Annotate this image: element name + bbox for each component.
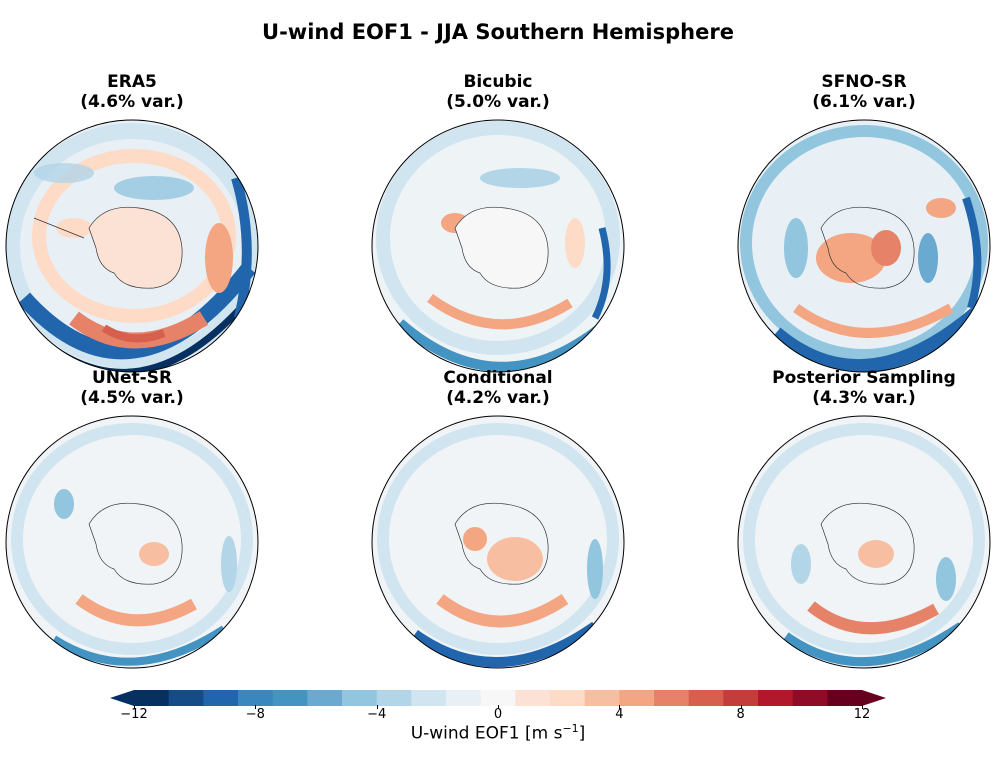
- colorbar-segment: [688, 690, 724, 706]
- panel-model-name: SFNO-SR: [821, 72, 907, 92]
- colorbar-segment: [307, 690, 343, 706]
- colorbar-tick-label: −8: [245, 707, 265, 722]
- colorbar-tick-mark: [255, 705, 257, 709]
- figure-title: U-wind EOF1 - JJA Southern Hemisphere: [262, 20, 734, 44]
- colorbar: [110, 690, 886, 706]
- panel-title: Bicubic (5.0% var.): [368, 72, 628, 112]
- colorbar-extend-max: [862, 690, 886, 706]
- polar-map-conditional: [371, 415, 625, 669]
- colorbar-label-exponent: −1: [562, 722, 579, 735]
- colorbar-segment: [342, 690, 378, 706]
- colorbar-segment: [723, 690, 759, 706]
- panel-model-name: UNet-SR: [91, 368, 173, 388]
- colorbar-label-suffix: ]: [578, 723, 586, 744]
- colorbar-tick-label: 12: [853, 707, 871, 722]
- colorbar-segment: [203, 690, 239, 706]
- panel-model-name: Posterior Sampling: [772, 368, 956, 388]
- colorbar-label-prefix: U-wind EOF1 [m s: [410, 723, 563, 744]
- colorbar-tick-mark: [740, 705, 742, 709]
- colorbar-segment: [792, 690, 828, 706]
- polar-map-bicubic: [371, 119, 625, 373]
- colorbar-tick-label: −12: [120, 707, 148, 722]
- colorbar-tick-mark: [498, 705, 499, 709]
- panel-bicubic: Bicubic (5.0% var.): [368, 72, 628, 373]
- panel-variance: (5.0% var.): [446, 92, 550, 112]
- colorbar-segment: [272, 690, 308, 706]
- colorbar-segment: [446, 690, 482, 706]
- colorbar-segment: [376, 690, 412, 706]
- colorbar-segment: [758, 690, 794, 706]
- colorbar-tick-label: −4: [367, 707, 387, 722]
- panel-unet-sr: UNet-SR (4.5% var.): [2, 368, 262, 669]
- colorbar-tick-label: 4: [615, 707, 624, 722]
- colorbar-segment: [619, 690, 655, 706]
- colorbar-tick-mark: [376, 705, 378, 709]
- colorbar-segment: [827, 690, 863, 706]
- polar-map-posterior-sampling: [737, 415, 991, 669]
- panel-title: Conditional (4.2% var.): [368, 368, 628, 408]
- panel-variance: (4.2% var.): [446, 388, 550, 408]
- panel-title: SFNO-SR (6.1% var.): [734, 72, 994, 112]
- panel-title: UNet-SR (4.5% var.): [2, 368, 262, 408]
- colorbar-segment: [550, 690, 586, 706]
- polar-map-era5: [5, 119, 259, 373]
- colorbar-extend-min: [110, 690, 134, 706]
- colorbar-label: U-wind EOF1 [m s−1]: [0, 722, 996, 744]
- panel-model-name: ERA5: [107, 72, 157, 92]
- panel-model-name: Bicubic: [463, 72, 533, 92]
- panel-variance: (6.1% var.): [812, 92, 916, 112]
- colorbar-tick-mark: [862, 705, 863, 709]
- panel-variance: (4.5% var.): [80, 388, 184, 408]
- panel-title: ERA5 (4.6% var.): [2, 72, 262, 112]
- panel-model-name: Conditional: [443, 368, 553, 388]
- polar-map-sfno-sr: [737, 119, 991, 373]
- panel-conditional: Conditional (4.2% var.): [368, 368, 628, 669]
- colorbar-segment: [515, 690, 551, 706]
- colorbar-ticks: −12 −8 −4 0 4 8 12: [0, 705, 996, 725]
- colorbar-tick-label: 8: [736, 707, 745, 722]
- colorbar-segment: [480, 690, 516, 706]
- panel-posterior-sampling: Posterior Sampling (4.3% var.): [734, 368, 994, 669]
- panel-variance: (4.3% var.): [812, 388, 916, 408]
- panel-era5: ERA5 (4.6% var.): [2, 72, 262, 373]
- colorbar-segment: [584, 690, 620, 706]
- colorbar-tick-label: 0: [493, 707, 503, 722]
- panel-sfno-sr: SFNO-SR (6.1% var.): [734, 72, 994, 373]
- colorbar-segment: [238, 690, 274, 706]
- colorbar-tick-mark: [619, 705, 621, 709]
- colorbar-segment: [654, 690, 690, 706]
- colorbar-segment: [411, 690, 447, 706]
- panel-variance: (4.6% var.): [80, 92, 184, 112]
- colorbar-segment: [168, 690, 204, 706]
- panel-title: Posterior Sampling (4.3% var.): [734, 368, 994, 408]
- polar-map-unet-sr: [5, 415, 259, 669]
- colorbar-tick-mark: [134, 705, 135, 709]
- colorbar-segment: [134, 690, 170, 706]
